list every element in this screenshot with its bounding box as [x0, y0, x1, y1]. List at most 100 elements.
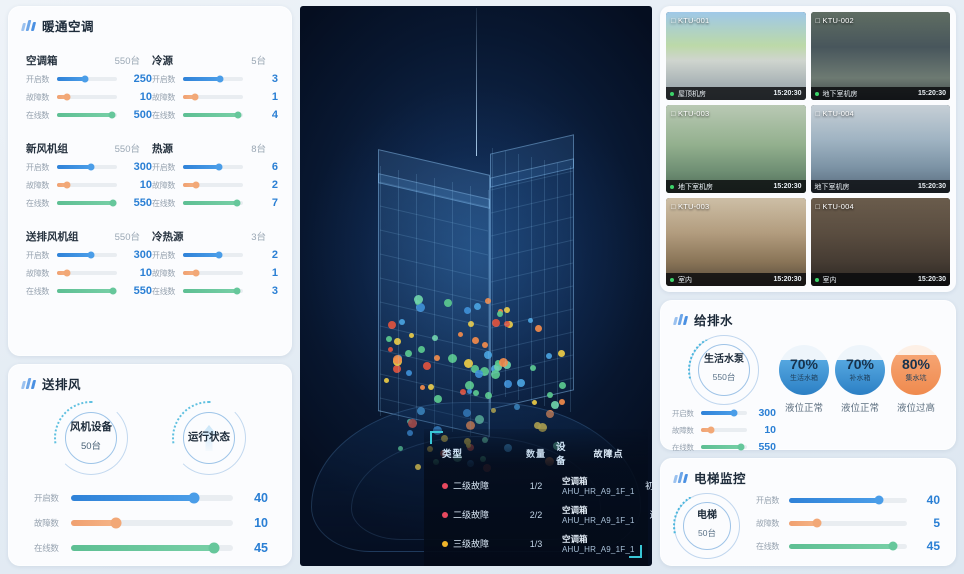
sensor-dot[interactable] [448, 354, 457, 364]
metric-slider[interactable] [183, 163, 243, 171]
slider-handle[interactable] [737, 443, 745, 451]
slider-handle[interactable] [63, 93, 71, 101]
sensor-dot[interactable] [468, 320, 475, 327]
metric-slider[interactable] [183, 251, 243, 259]
sensor-dot[interactable] [466, 421, 476, 431]
sensor-dot[interactable] [551, 400, 560, 409]
slider-handle[interactable] [216, 75, 224, 83]
sensor-dot[interactable] [532, 399, 538, 405]
sensor-dot[interactable] [545, 353, 552, 360]
slider-handle[interactable] [707, 426, 715, 434]
sensor-dot[interactable] [503, 307, 510, 314]
metric-slider[interactable] [701, 426, 747, 434]
slider-handle[interactable] [109, 287, 117, 295]
camera-feed[interactable]: □ KTU-002 地下室机房 15:20:30 [810, 12, 950, 100]
metric-slider[interactable] [57, 75, 117, 83]
slider-handle[interactable] [215, 163, 223, 171]
sensor-dot[interactable] [503, 320, 510, 327]
sensor-dot[interactable] [463, 358, 473, 368]
sensor-dot[interactable] [420, 384, 426, 390]
sensor-dot[interactable] [388, 320, 397, 329]
sensor-dot[interactable] [398, 318, 405, 325]
sensor-dot[interactable] [472, 337, 480, 345]
metric-slider[interactable] [183, 199, 243, 207]
sensor-dot[interactable] [493, 363, 502, 372]
sensor-dot[interactable] [498, 357, 508, 367]
sensor-dot[interactable] [495, 360, 502, 367]
sensor-dot[interactable] [492, 318, 501, 327]
sensor-dot[interactable] [559, 398, 566, 405]
slider-handle[interactable] [188, 492, 200, 504]
metric-slider[interactable] [57, 111, 117, 119]
slider-handle[interactable] [874, 495, 884, 505]
sensor-dot[interactable] [384, 377, 390, 383]
sensor-dot[interactable] [408, 332, 414, 338]
sensor-dot[interactable] [474, 414, 484, 424]
slider-handle[interactable] [63, 181, 71, 189]
camera-feed[interactable]: □ KTU-003 室内 15:20:30 [666, 198, 806, 286]
sensor-dot[interactable] [483, 350, 492, 359]
sensor-dot[interactable] [392, 364, 401, 373]
metric-slider[interactable] [701, 443, 747, 451]
metric-slider[interactable] [57, 181, 117, 189]
sensor-dot[interactable] [517, 378, 526, 387]
sensor-dot[interactable] [434, 394, 443, 403]
sensor-dot[interactable] [457, 332, 463, 338]
metric-slider[interactable] [57, 269, 117, 277]
slider-handle[interactable] [192, 269, 200, 277]
metric-slider[interactable] [183, 181, 243, 189]
sensor-dot[interactable] [535, 324, 543, 332]
sensor-dot[interactable] [444, 298, 453, 307]
slider-handle[interactable] [63, 269, 71, 277]
sensor-dot[interactable] [546, 391, 553, 398]
slider-handle[interactable] [208, 542, 220, 554]
metric-slider[interactable] [789, 518, 907, 528]
sensor-dot[interactable] [481, 341, 488, 348]
slider-handle[interactable] [191, 93, 199, 101]
camera-feed[interactable]: □ KTU-003 地下室机房 15:20:30 [666, 105, 806, 193]
sensor-dot[interactable] [416, 302, 426, 312]
sensor-dot[interactable] [460, 388, 467, 395]
sensor-dot[interactable] [530, 364, 537, 371]
metric-slider[interactable] [701, 409, 747, 417]
metric-slider[interactable] [183, 269, 243, 277]
sensor-dot[interactable] [504, 379, 513, 388]
metric-slider[interactable] [789, 495, 907, 505]
sensor-dot[interactable] [462, 409, 471, 418]
metric-slider[interactable] [57, 287, 117, 295]
camera-feed[interactable]: □ KTU-004 地下室机房 15:20:30 [810, 105, 950, 193]
metric-slider[interactable] [71, 492, 233, 504]
sensor-dot[interactable] [464, 306, 472, 314]
slider-handle[interactable] [215, 251, 223, 259]
sensor-dot[interactable] [428, 383, 435, 390]
camera-feed[interactable]: □ KTU-001 屋顶机房 15:20:30 [666, 12, 806, 100]
sensor-dot[interactable] [480, 366, 490, 376]
metric-slider[interactable] [183, 111, 243, 119]
sensor-dot[interactable] [485, 391, 493, 399]
sensor-dot[interactable] [490, 369, 500, 379]
metric-slider[interactable] [183, 93, 243, 101]
metric-slider[interactable] [57, 199, 117, 207]
sensor-dot[interactable] [423, 361, 432, 370]
slider-handle[interactable] [87, 163, 95, 171]
sensor-dot[interactable] [417, 346, 425, 354]
sensor-dot[interactable] [414, 294, 424, 304]
sensor-dot[interactable] [558, 382, 566, 390]
slider-handle[interactable] [812, 518, 822, 528]
sensor-dot[interactable] [464, 381, 474, 391]
slider-handle[interactable] [888, 541, 898, 551]
slider-handle[interactable] [108, 111, 116, 119]
slider-handle[interactable] [233, 199, 241, 207]
metric-slider[interactable] [57, 251, 117, 259]
sensor-dot[interactable] [386, 336, 393, 343]
sensor-dot[interactable] [471, 365, 479, 374]
sensor-dot[interactable] [473, 302, 481, 310]
slider-handle[interactable] [234, 111, 242, 119]
slider-handle[interactable] [81, 75, 89, 83]
sensor-dot[interactable] [432, 334, 439, 341]
sensor-dot[interactable] [467, 389, 473, 395]
sensor-dot[interactable] [475, 370, 484, 379]
sensor-dot[interactable] [527, 317, 533, 323]
